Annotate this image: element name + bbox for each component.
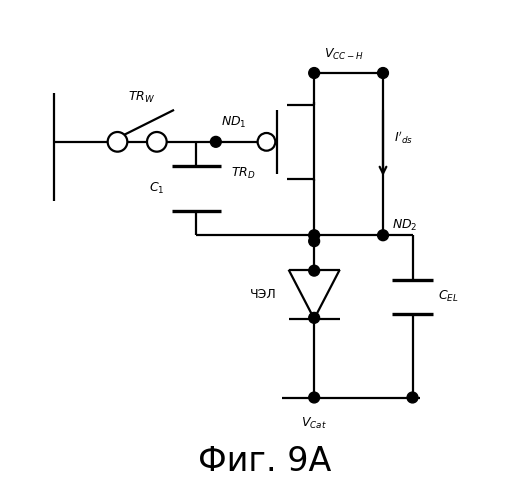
Text: $TR_D$: $TR_D$ — [231, 166, 255, 182]
Circle shape — [377, 68, 388, 78]
Circle shape — [407, 392, 418, 403]
Circle shape — [309, 230, 320, 240]
Text: Фиг. 9А: Фиг. 9А — [198, 445, 332, 478]
Circle shape — [108, 132, 127, 152]
Text: ЧЭЛ: ЧЭЛ — [250, 288, 276, 300]
Circle shape — [309, 68, 320, 78]
Text: $ND_2$: $ND_2$ — [392, 218, 418, 233]
Circle shape — [309, 392, 320, 403]
Text: $V_{Cat}$: $V_{Cat}$ — [301, 416, 327, 432]
Text: $TR_W$: $TR_W$ — [128, 90, 156, 105]
Circle shape — [377, 230, 388, 240]
Circle shape — [309, 236, 320, 246]
Text: $C_{EL}$: $C_{EL}$ — [438, 289, 458, 304]
Circle shape — [309, 312, 320, 324]
Text: $V_{CC-H}$: $V_{CC-H}$ — [324, 47, 364, 62]
Text: $C_1$: $C_1$ — [149, 181, 164, 196]
Circle shape — [210, 136, 221, 147]
Text: $ND_1$: $ND_1$ — [221, 114, 246, 130]
Text: $I'_{ds}$: $I'_{ds}$ — [394, 130, 413, 146]
Circle shape — [147, 132, 166, 152]
Circle shape — [309, 265, 320, 276]
Circle shape — [258, 133, 275, 150]
